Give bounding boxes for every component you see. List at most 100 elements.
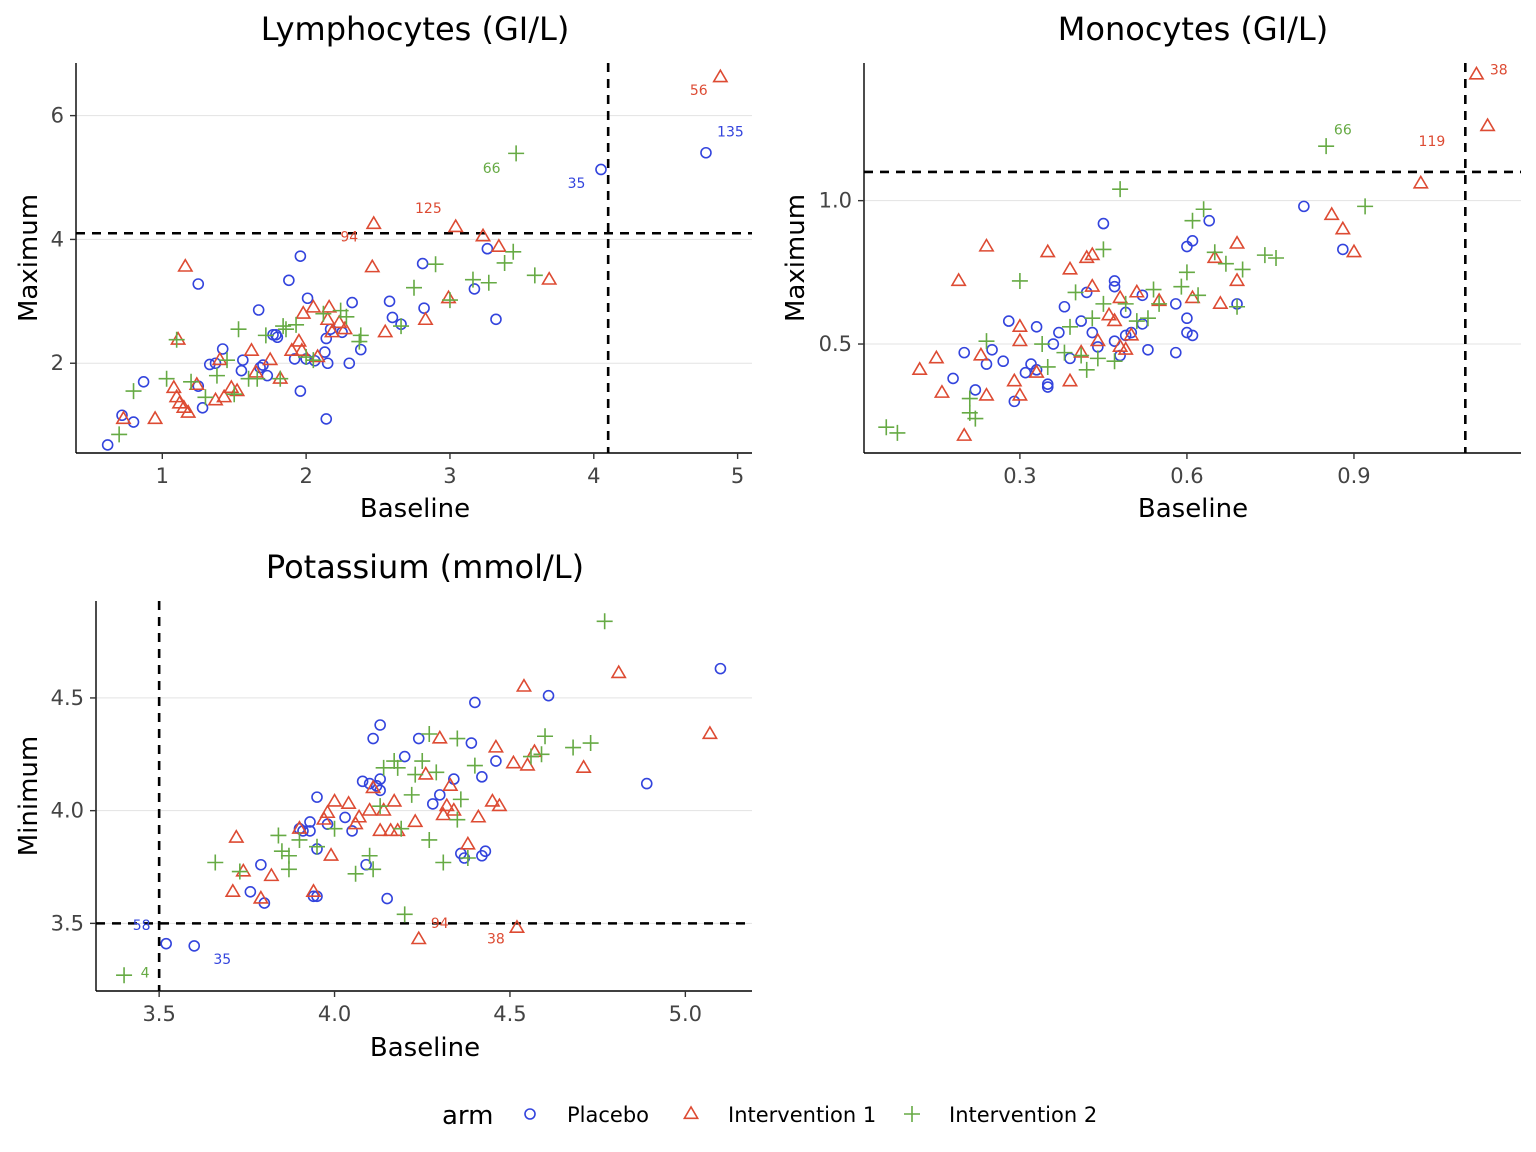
data-point — [211, 351, 228, 366]
data-point — [1095, 295, 1112, 312]
data-point — [947, 372, 959, 385]
data-point — [541, 271, 558, 285]
legend-label: Intervention 1 — [728, 1103, 876, 1127]
data-point — [271, 331, 284, 344]
data-point — [389, 759, 406, 776]
data-point — [208, 367, 225, 384]
data-point — [319, 804, 336, 819]
data-point — [367, 732, 379, 745]
points-layer — [101, 68, 729, 451]
series-intervention2 — [878, 138, 1374, 441]
data-point — [1123, 326, 1140, 341]
data-point — [978, 387, 995, 401]
data-point — [283, 342, 300, 356]
point-label: 135 — [717, 125, 744, 141]
data-point — [1181, 326, 1193, 339]
data-point — [1345, 243, 1363, 258]
data-point — [252, 304, 265, 316]
data-point — [365, 215, 382, 230]
data-point — [1011, 318, 1028, 332]
data-point — [315, 811, 333, 825]
data-point — [398, 750, 411, 763]
data-point — [309, 838, 326, 855]
data-point — [322, 847, 340, 861]
data-point — [1337, 243, 1349, 256]
data-point — [1053, 326, 1065, 339]
data-point — [331, 314, 348, 329]
data-point — [519, 756, 536, 771]
legend-title: arm — [442, 1101, 494, 1131]
data-point — [168, 331, 185, 348]
data-point — [508, 145, 525, 162]
data-point — [410, 930, 427, 945]
data-point — [197, 389, 214, 406]
data-point — [491, 797, 508, 812]
data-point — [170, 331, 187, 345]
data-point — [235, 862, 252, 877]
data-point — [515, 678, 533, 692]
data-point — [226, 386, 243, 403]
data-point — [1061, 260, 1079, 275]
data-point — [610, 664, 627, 679]
point-label: 66 — [483, 161, 501, 177]
data-point — [447, 218, 464, 233]
legend: arm Placebo Intervention 1 Intervention 2 — [442, 1101, 1097, 1131]
data-point — [474, 227, 492, 242]
data-point — [216, 343, 229, 355]
point-label: 35 — [568, 176, 586, 192]
grid-layer — [864, 200, 1521, 345]
data-point — [1234, 261, 1251, 278]
data-point — [347, 815, 364, 830]
data-point — [1117, 341, 1134, 355]
data-point — [1019, 366, 1032, 379]
data-point — [428, 764, 445, 781]
legend-items: Placebo Intervention 1 Intervention 2 — [524, 1103, 1097, 1127]
data-point — [978, 237, 995, 252]
data-point — [1006, 372, 1023, 387]
data-point — [319, 311, 336, 326]
point-label: 38 — [487, 932, 505, 948]
y-tick-label: 4 — [51, 227, 64, 251]
data-point — [294, 385, 307, 397]
data-point — [381, 892, 393, 905]
data-point — [386, 753, 403, 770]
data-point — [237, 354, 249, 366]
series-intervention2 — [116, 613, 613, 984]
x-tick-label: 0.6 — [1170, 464, 1203, 488]
data-point — [1357, 198, 1374, 215]
data-point — [537, 728, 554, 745]
data-point — [315, 305, 332, 322]
data-point — [1097, 217, 1110, 230]
x-tick-label: 2 — [299, 464, 312, 488]
data-point — [542, 689, 555, 702]
data-point — [596, 613, 613, 630]
data-point — [1067, 284, 1084, 301]
data-point — [377, 323, 394, 338]
data-point — [188, 376, 205, 391]
x-tick-label: 3.5 — [142, 1002, 175, 1026]
data-point — [1173, 278, 1190, 295]
data-point — [1078, 361, 1095, 378]
data-point — [1084, 310, 1101, 327]
data-point — [354, 343, 367, 356]
data-point — [219, 352, 236, 369]
point-labels: 56 135 66 35 125 94 — [340, 83, 743, 245]
data-point — [165, 379, 182, 394]
data-point — [294, 250, 307, 262]
data-point — [263, 867, 280, 882]
grid-layer — [76, 115, 752, 364]
data-point — [372, 798, 389, 815]
data-point — [1206, 249, 1223, 264]
data-point — [1100, 306, 1118, 321]
data-point — [293, 342, 310, 356]
data-point — [273, 843, 290, 860]
data-point — [1151, 295, 1168, 312]
data-point — [1112, 181, 1129, 198]
data-point — [1186, 329, 1199, 342]
x-axis-label: Baseline — [1138, 494, 1248, 524]
data-point — [1089, 332, 1106, 347]
data-point — [1058, 300, 1071, 313]
data-point — [1106, 353, 1123, 370]
point-labels: 38 66 119 — [1334, 62, 1508, 150]
series-placebo — [947, 200, 1349, 408]
